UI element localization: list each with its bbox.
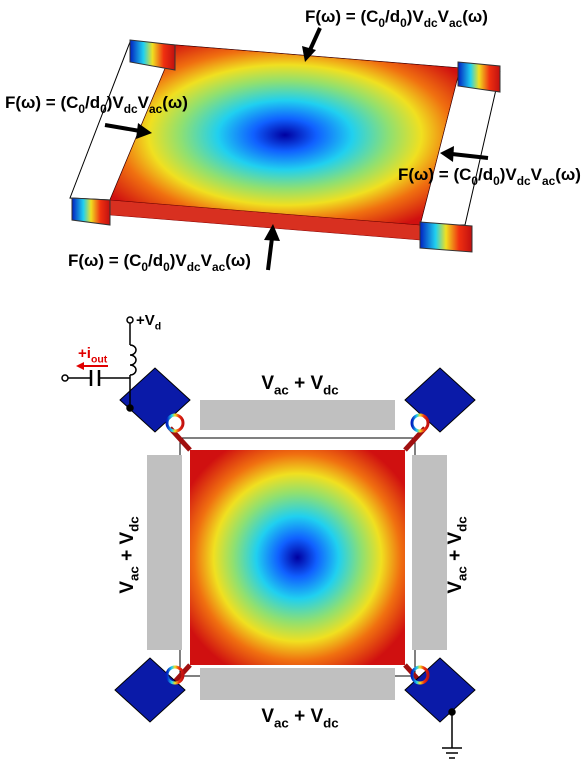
text-part: V <box>261 706 274 727</box>
subscript: d <box>155 321 161 333</box>
figure: F(ω) = (C0/d0)VdcVac(ω) F(ω) = (C0/d0)Vdc… <box>0 0 587 767</box>
subscript: dc <box>127 516 142 532</box>
text-part: )V <box>170 251 188 270</box>
text-part: V <box>445 581 466 594</box>
subscript: dc <box>187 260 201 274</box>
text-part: V <box>138 93 150 112</box>
text-part: )V <box>407 7 425 26</box>
electrode-label: Vac + Vdc <box>261 706 338 731</box>
text-part: /d <box>148 251 163 270</box>
subscript: ac <box>274 716 289 731</box>
text-part: (ω) <box>555 165 581 184</box>
subscript: dc <box>517 174 531 188</box>
subscript: ac <box>542 174 556 188</box>
text-part: (ω) <box>225 251 251 270</box>
text-part: V <box>438 7 450 26</box>
supply-label: +Vd <box>136 312 161 333</box>
text-part: V <box>261 373 274 394</box>
text-part: F(ω) = (C <box>68 251 141 270</box>
subscript: ac <box>274 383 289 398</box>
subscript: dc <box>323 716 339 731</box>
electrode-label: Vac + Vdc <box>445 516 470 593</box>
text-part: + V <box>289 373 324 394</box>
subscript: ac <box>127 566 142 581</box>
subscript: dc <box>455 516 470 532</box>
subscript: ac <box>455 566 470 581</box>
text-part: + V <box>445 532 466 567</box>
text-part: + V <box>117 532 138 567</box>
text-part: V <box>201 251 213 270</box>
text-part: (ω) <box>462 7 488 26</box>
text-part: (ω) <box>162 93 188 112</box>
current-label: +iout <box>78 345 108 366</box>
text-part: + V <box>289 706 324 727</box>
text-part: F(ω) = (C <box>305 7 378 26</box>
text-part: +i <box>78 345 91 362</box>
plate-3d <box>70 40 500 252</box>
electrode-label: Vac + Vdc <box>117 516 142 593</box>
subscript: dc <box>323 383 339 398</box>
plate-top-view <box>115 368 475 722</box>
text-part: )V <box>107 93 125 112</box>
subscript: ac <box>149 102 163 116</box>
text-part: +V <box>136 312 155 329</box>
text-part: F(ω) = (C <box>398 165 471 184</box>
text-part: /d <box>478 165 493 184</box>
force-label: F(ω) = (C0/d0)VdcVac(ω) <box>68 251 251 274</box>
text-part: /d <box>85 93 100 112</box>
subscript: ac <box>449 16 463 30</box>
force-label: F(ω) = (C0/d0)VdcVac(ω) <box>305 7 488 30</box>
electrode-label: Vac + Vdc <box>261 373 338 398</box>
text-part: F(ω) = (C <box>5 93 78 112</box>
text-part: V <box>117 581 138 594</box>
subscript: ac <box>212 260 226 274</box>
text-part: )V <box>500 165 518 184</box>
subscript: dc <box>124 102 138 116</box>
subscript: dc <box>424 16 438 30</box>
text-part: V <box>531 165 543 184</box>
text-part: /d <box>385 7 400 26</box>
subscript: out <box>91 354 108 366</box>
